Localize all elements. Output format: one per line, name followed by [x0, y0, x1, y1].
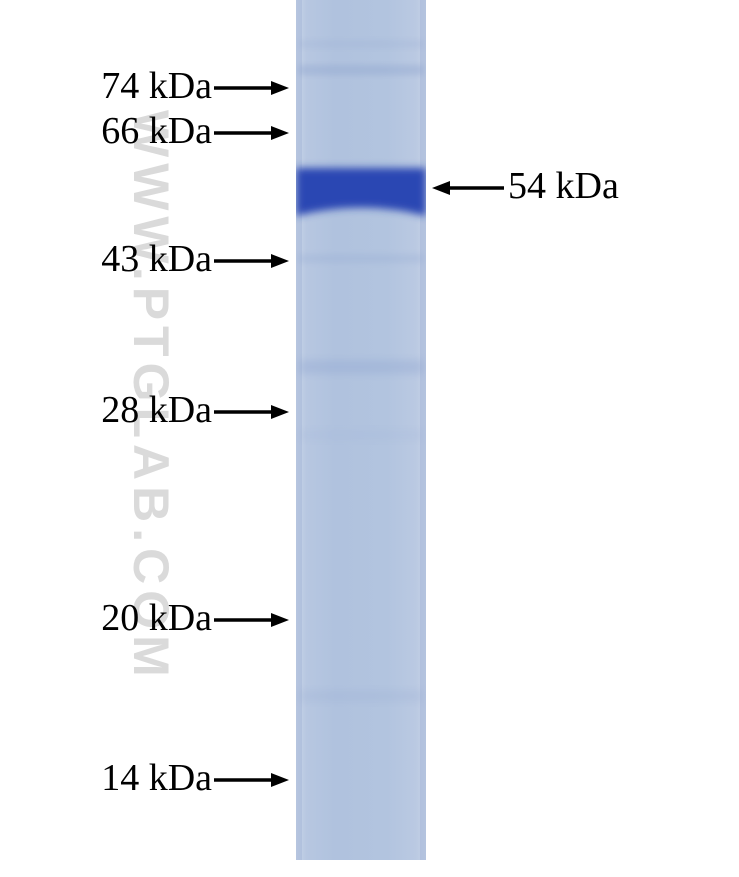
marker-arrow-left — [194, 606, 309, 634]
marker-arrow-left — [194, 766, 309, 794]
marker-arrow-left — [194, 247, 309, 275]
marker-arrow-left — [194, 398, 309, 426]
marker-label-right: 54 kDa — [508, 164, 619, 208]
gel-lane — [296, 0, 426, 860]
gel-image-container: WWW.PTGLAB.COM 74 kDa66 kDa43 kDa28 kDa2… — [0, 0, 739, 877]
marker-arrow-right — [412, 174, 524, 202]
gel-lane-svg — [296, 0, 426, 860]
marker-arrow-left — [194, 119, 309, 147]
marker-arrow-left — [194, 74, 309, 102]
